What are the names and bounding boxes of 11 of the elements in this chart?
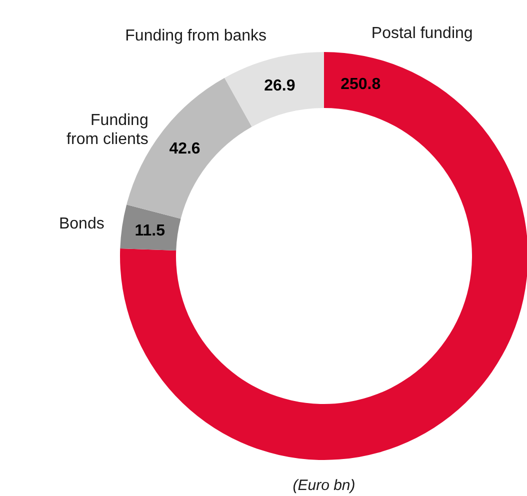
data-label: 250.8 [340,76,381,93]
donut-slice [224,52,324,127]
slice-label: Funding from clients [66,112,148,148]
data-label: 11.5 [134,222,166,240]
data-label: 26.9 [264,78,296,95]
donut-slice [120,204,181,251]
slice-label: Bonds [58,216,104,233]
slice-label: Funding from banks [125,27,267,44]
slice-label: Postal funding [371,24,473,42]
text: (Euro bn) [292,477,356,494]
data-label: 42.6 [169,140,200,158]
